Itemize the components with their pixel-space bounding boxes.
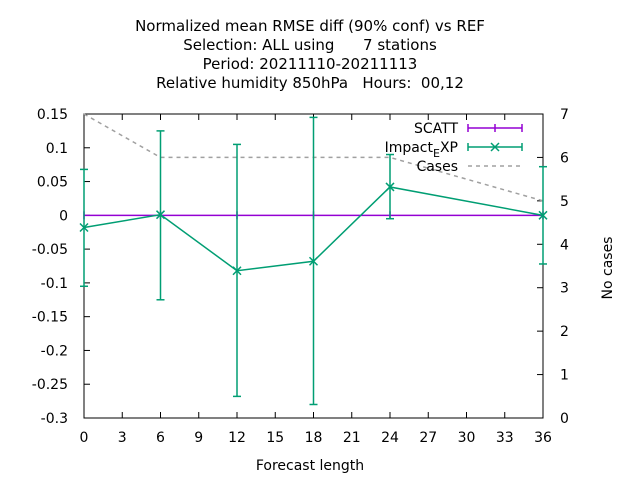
- x-tick-label: 36: [534, 430, 552, 446]
- x-tick-label: 33: [496, 430, 514, 446]
- impact-point: [79, 222, 89, 233]
- impact-point: [232, 266, 242, 276]
- x-tick-label: 9: [194, 430, 203, 446]
- x-tick-label: 18: [305, 430, 323, 446]
- y2-tick-label: 2: [560, 324, 569, 340]
- chart-title: Normalized mean RMSE diff (90% conf) vs …: [135, 17, 485, 92]
- series: [79, 113, 548, 406]
- y-tick-label: -0.3: [41, 411, 68, 427]
- legend-label-cases: Cases: [416, 159, 458, 175]
- y-tick-label: -0.25: [32, 377, 68, 393]
- impact-line: [83, 186, 544, 272]
- x-tick-label: 27: [419, 430, 437, 446]
- impact-marker-stroke: [385, 182, 395, 192]
- cases-line: [83, 113, 544, 202]
- legend-impact-sub: E: [433, 147, 440, 160]
- impact-marker-stroke: [308, 256, 319, 266]
- legend-swatch-marker: [490, 142, 500, 152]
- y2-axis-label: No cases: [600, 237, 616, 300]
- title-line: Relative humidity 850hPa Hours: 00,12: [156, 74, 464, 92]
- x-tick-label: 3: [118, 430, 127, 446]
- y2-tick-label: 7: [560, 107, 569, 123]
- impact-point: [155, 210, 166, 220]
- impact-point: [385, 182, 395, 192]
- y-tick-label: -0.15: [32, 310, 68, 326]
- impact-point: [308, 256, 319, 266]
- y2-tick-label: 4: [560, 237, 569, 253]
- legend-label-impact: ImpactEXP: [385, 140, 458, 160]
- y-tick-label: 0.15: [37, 107, 68, 123]
- impact-marker-stroke: [538, 210, 548, 220]
- legend-impact-suffix: XP: [440, 140, 458, 156]
- y-tick-label: 0: [59, 208, 68, 224]
- impact-marker-stroke: [232, 266, 242, 276]
- y-tick-label: 0.05: [37, 175, 68, 191]
- x-tick-label: 24: [381, 430, 399, 446]
- legend-impact-name: Impact: [385, 140, 434, 156]
- y-tick-label: -0.1: [41, 276, 68, 292]
- x-tick-label: 15: [266, 430, 284, 446]
- axes: 0 3 6 9 12 15 18 21 24 27 30 33 360.150.10.050-0.05-…: [32, 107, 569, 446]
- title-line: Period: 20211110-20211113: [203, 55, 418, 73]
- title-line: Normalized mean RMSE diff (90% conf) vs …: [135, 17, 485, 35]
- y-tick-label: -0.2: [41, 343, 68, 359]
- impact-marker-stroke: [79, 222, 89, 233]
- y2-tick-label: 6: [560, 150, 569, 166]
- x-axis-label: Forecast length: [256, 458, 364, 474]
- x-tick-label: 6: [156, 430, 165, 446]
- x-tick-label: 21: [343, 430, 361, 446]
- impact-marker-stroke: [155, 210, 166, 220]
- y2-tick-label: 0: [560, 411, 569, 427]
- y-tick-label: -0.05: [32, 242, 68, 258]
- y-tick-label: 0.1: [46, 141, 68, 157]
- y2-tick-label: 5: [560, 194, 569, 210]
- title-line: Selection: ALL using 7 stations: [183, 36, 437, 54]
- x-tick-label: 12: [228, 430, 246, 446]
- legend-label-scatt: SCATT: [414, 121, 458, 137]
- x-tick-label: 0: [80, 430, 89, 446]
- y2-tick-label: 3: [560, 281, 569, 297]
- x-tick-label: 30: [458, 430, 476, 446]
- impact-point: [538, 210, 548, 220]
- y2-tick-label: 1: [560, 368, 569, 384]
